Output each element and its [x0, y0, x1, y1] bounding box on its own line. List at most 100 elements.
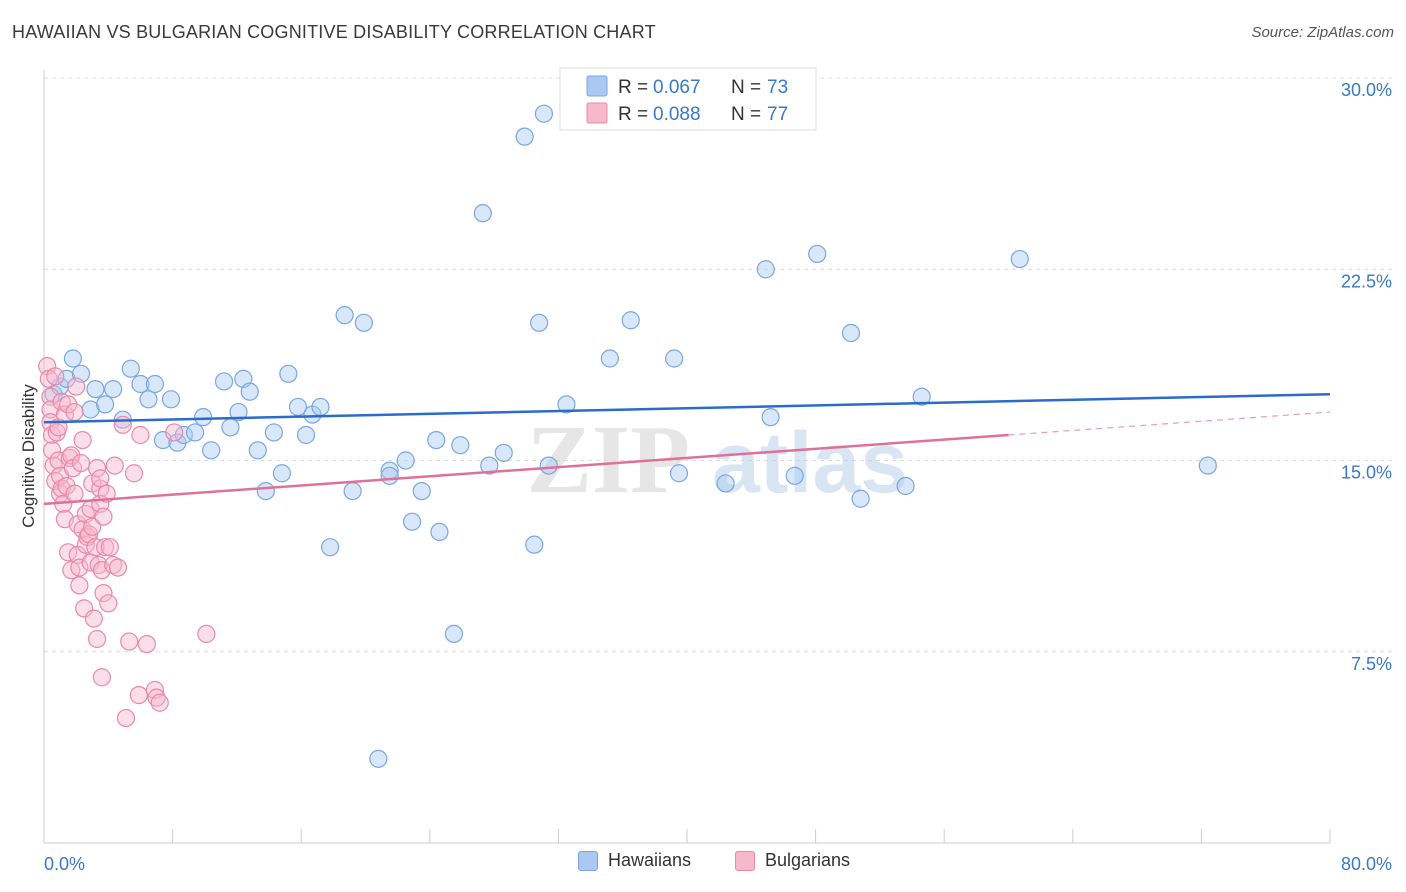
- y-tick-label: 22.5%: [1341, 271, 1392, 291]
- legend-r-label-2: R =: [618, 104, 648, 125]
- hawaiian-point: [669, 464, 689, 483]
- hawaiian-point: [240, 382, 259, 401]
- hawaiian-point: [430, 522, 449, 542]
- hawaiian-point: [121, 359, 140, 378]
- bulgarian-point: [87, 459, 107, 478]
- legend-r-value-1: 0.067: [653, 77, 701, 98]
- hawaiian-point: [515, 127, 534, 146]
- hawaiian-point: [95, 395, 115, 414]
- hawaiian-point: [354, 313, 373, 332]
- bulgarian-point: [86, 538, 105, 557]
- hawaiian-point: [104, 380, 123, 399]
- hawaiian-point: [525, 535, 544, 554]
- hawaiian-point: [896, 476, 915, 496]
- series-legend: Hawaiians Bulgarians: [0, 850, 1406, 880]
- hawaiian-point: [380, 466, 399, 485]
- hawaiian-point: [311, 397, 330, 417]
- bulgarians-trend-line: [43, 433, 1009, 506]
- hawaiian-point: [851, 489, 870, 508]
- hawaiian-point: [756, 260, 775, 279]
- hawaiian-point: [256, 482, 275, 501]
- hawaiian-point: [557, 395, 576, 414]
- bulgarian-point: [129, 685, 148, 705]
- bulgarian-point: [165, 423, 184, 442]
- hawaiian-point: [808, 244, 827, 264]
- bulgarian-point: [65, 484, 84, 503]
- hawaiian-point: [539, 456, 558, 475]
- bulgarians-trend-extension: [1008, 411, 1331, 436]
- hawaiian-point: [139, 390, 158, 409]
- y-tick-label: 30.0%: [1341, 80, 1392, 100]
- bulgarian-point: [65, 402, 84, 422]
- bulgarian-point: [100, 538, 120, 557]
- legend-swatch-hawaiians: [586, 75, 608, 97]
- hawaiians-trend-line: [43, 392, 1331, 424]
- gridlines: [44, 77, 1392, 653]
- bulgarian-point: [147, 688, 166, 707]
- hawaiian-point: [86, 380, 105, 399]
- hawaiian-point: [396, 451, 415, 470]
- y-axis-label: Cognitive Disability: [19, 384, 38, 528]
- hawaiian-point: [335, 306, 354, 325]
- legend-swatch-bulgarians: [586, 102, 608, 124]
- bulgarian-point: [150, 693, 169, 712]
- hawaiian-point: [321, 538, 340, 557]
- legend-r-value-2: 0.088: [653, 104, 701, 125]
- bulgarian-point: [91, 469, 110, 488]
- axes: [43, 70, 1331, 844]
- hawaiian-point: [229, 402, 248, 422]
- hawaiian-point: [530, 313, 549, 332]
- y-tick-labels: 7.5% 15.0% 22.5% 30.0%: [1341, 80, 1392, 674]
- hawaiian-point: [665, 349, 684, 368]
- hawaiian-point: [785, 466, 804, 485]
- hawaiian-point: [621, 311, 640, 330]
- legend-n-value-1: 73: [767, 77, 788, 98]
- hawaiian-point: [427, 431, 446, 450]
- legend-item-hawaiians: Hawaiians: [578, 850, 691, 871]
- x-tick-label-min: 0.0%: [44, 854, 85, 874]
- bulgarian-point: [73, 431, 92, 450]
- hawaiian-point: [248, 441, 267, 460]
- bulgarian-point: [94, 583, 113, 603]
- bulgarian-point: [83, 517, 102, 536]
- bulgarian-point: [197, 624, 216, 644]
- y-tick-label: 15.0%: [1341, 463, 1392, 483]
- hawaiian-point: [57, 369, 76, 388]
- bulgarian-point: [124, 464, 144, 483]
- trend-lines: [43, 392, 1331, 506]
- chart-title: HAWAIIAN VS BULGARIAN COGNITIVE DISABILI…: [12, 22, 656, 42]
- hawaiian-point: [264, 423, 283, 442]
- bulgarian-point: [71, 453, 91, 473]
- data-points: [38, 104, 1217, 768]
- hawaiian-point: [403, 512, 422, 531]
- hawaiian-point: [1010, 249, 1029, 269]
- hawaiian-point: [600, 349, 619, 368]
- hawaiian-point: [279, 364, 298, 383]
- legend-r-label-1: R =: [618, 77, 648, 98]
- hawaiian-point: [534, 104, 554, 123]
- source-credit: Source: ZipAtlas.com: [1251, 24, 1394, 41]
- hawaiian-point: [444, 624, 464, 644]
- hawaiian-point: [494, 443, 513, 462]
- hawaiian-point: [202, 441, 221, 460]
- hawaiian-point: [369, 749, 388, 768]
- hawaiians-swatch: [578, 850, 598, 871]
- bulgarian-point: [89, 555, 108, 575]
- hawaiian-point: [716, 474, 735, 493]
- hawaiian-point: [761, 408, 780, 427]
- y-tick-label: 7.5%: [1351, 654, 1392, 674]
- hawaiian-point: [131, 374, 150, 394]
- watermark-atlas: atlas: [712, 415, 908, 511]
- bulgarian-point: [120, 632, 139, 651]
- x-tick-label-max: 80.0%: [1341, 854, 1392, 874]
- hawaiian-point: [296, 425, 316, 445]
- bulgarian-point: [108, 558, 128, 577]
- hawaiian-point: [1198, 456, 1217, 475]
- hawaiian-point: [343, 482, 362, 501]
- bulgarian-point: [41, 387, 60, 406]
- bulgarian-point: [87, 629, 107, 649]
- hawaiian-point: [186, 423, 205, 442]
- legend-label-bulgarians: Bulgarians: [765, 850, 851, 870]
- bulgarian-point: [137, 634, 156, 654]
- hawaiian-point: [841, 323, 861, 343]
